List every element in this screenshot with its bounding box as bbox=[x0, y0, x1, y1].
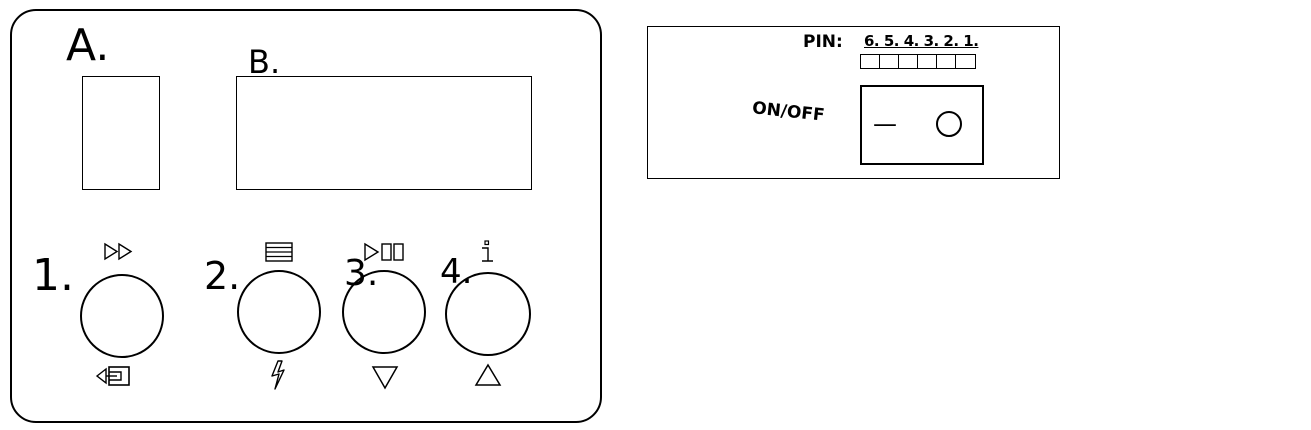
power-switch[interactable] bbox=[860, 85, 984, 165]
button-1-number: 1. bbox=[32, 250, 74, 301]
pin-connector bbox=[860, 54, 976, 71]
switch-on-symbol bbox=[936, 111, 962, 137]
button-3[interactable] bbox=[342, 270, 426, 354]
pin-5 bbox=[879, 54, 900, 69]
button-2[interactable] bbox=[237, 270, 321, 354]
pin-numbers: 6. 5. 4. 3. 2. 1. bbox=[864, 32, 979, 50]
info-icon bbox=[482, 240, 493, 262]
fast-forward-icon bbox=[104, 242, 133, 261]
label-b: B. bbox=[248, 43, 281, 81]
pin-6 bbox=[860, 54, 881, 69]
button-4-number: 4. bbox=[440, 252, 473, 292]
enter-icon bbox=[95, 366, 130, 386]
pin-2 bbox=[936, 54, 957, 69]
pin-1 bbox=[955, 54, 976, 69]
up-triangle-icon bbox=[474, 363, 502, 386]
rear-panel bbox=[647, 26, 1060, 179]
button-3-number: 3. bbox=[344, 253, 379, 294]
button-4[interactable] bbox=[445, 272, 531, 356]
menu-lines-icon bbox=[265, 242, 293, 262]
down-triangle-icon bbox=[371, 366, 399, 390]
display-a bbox=[82, 76, 160, 190]
play-pause-icon bbox=[364, 242, 404, 262]
button-1[interactable] bbox=[80, 274, 164, 358]
button-2-number: 2. bbox=[204, 254, 241, 298]
label-a: A. bbox=[66, 20, 110, 71]
pin-4 bbox=[898, 54, 919, 69]
display-b bbox=[236, 76, 532, 190]
pin-3 bbox=[917, 54, 938, 69]
front-panel bbox=[10, 9, 602, 423]
switch-off-symbol: — bbox=[873, 110, 897, 138]
lightning-icon bbox=[271, 360, 285, 390]
pin-label: PIN: bbox=[803, 32, 843, 52]
